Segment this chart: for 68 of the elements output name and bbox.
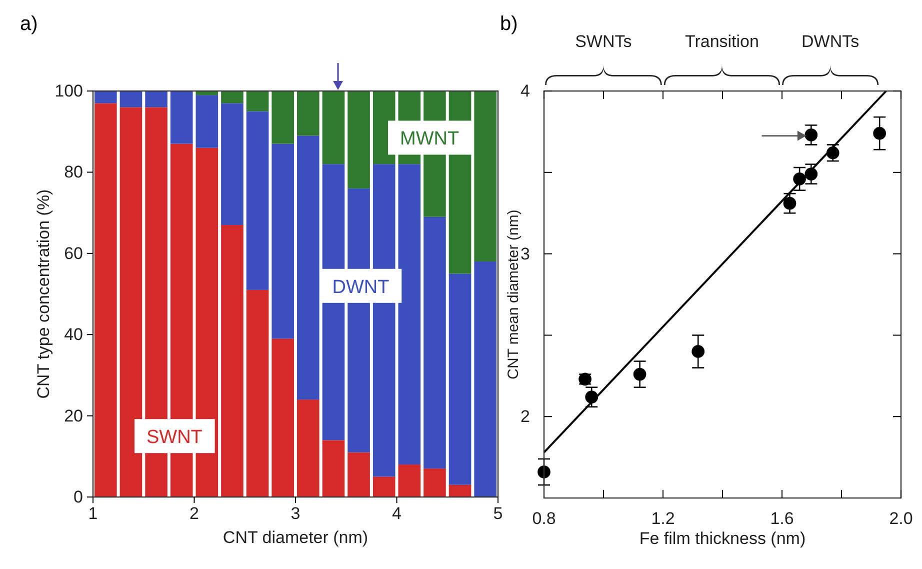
y-axis-title: CNT mean diameter (nm) xyxy=(505,210,522,380)
text: Transition xyxy=(684,32,759,51)
y-tick-label: 4 xyxy=(520,81,530,100)
text: DWNTs xyxy=(802,32,860,51)
y-axis-title: CNT type concentration (%) xyxy=(34,189,53,399)
x-tick-label: 2.0 xyxy=(889,509,913,528)
bar xyxy=(94,103,117,497)
bar xyxy=(246,290,269,497)
y-tick-label: 100 xyxy=(54,81,83,100)
x-tick-label: 1.2 xyxy=(651,509,675,528)
bar xyxy=(372,476,396,497)
point xyxy=(783,196,796,210)
bar xyxy=(424,468,446,497)
y-tick-label: 2 xyxy=(520,407,530,426)
point xyxy=(538,466,550,478)
bar xyxy=(474,262,496,497)
x-axis-title: Fe film thickness (nm) xyxy=(639,529,806,548)
bar xyxy=(474,91,496,262)
bar xyxy=(246,91,269,112)
bar xyxy=(145,91,168,108)
bar xyxy=(348,452,370,497)
point xyxy=(692,345,705,358)
bar xyxy=(221,103,244,225)
bar xyxy=(448,274,472,485)
chart-title: a) xyxy=(20,13,38,35)
y-tick-label: 60 xyxy=(64,244,83,263)
bar xyxy=(221,91,244,104)
bar xyxy=(448,484,472,497)
y-tick-label: 0 xyxy=(74,487,83,506)
x-tick-label: 0.8 xyxy=(532,509,556,528)
x-axis-title: CNT diameter (nm) xyxy=(222,528,368,547)
chart-title: b) xyxy=(500,13,518,35)
x-tick-label: 2 xyxy=(190,504,199,524)
bar xyxy=(272,91,294,144)
y-tick-label: 40 xyxy=(64,325,83,344)
bar xyxy=(272,144,294,339)
point xyxy=(633,368,646,381)
x-tick-label: 1 xyxy=(88,504,98,524)
bar xyxy=(322,91,345,164)
bar xyxy=(94,91,117,104)
bar xyxy=(322,440,345,497)
point xyxy=(873,126,886,140)
bar xyxy=(221,224,244,497)
text: SWNTs xyxy=(575,32,632,51)
x-tick-label: 3 xyxy=(290,504,300,524)
x-tick-label: 4 xyxy=(392,504,402,524)
bar xyxy=(120,107,142,497)
x-tick-label: 5 xyxy=(493,504,503,524)
y-tick-label: 3 xyxy=(520,244,530,264)
bar xyxy=(398,464,421,497)
x-tick-label: 1.6 xyxy=(770,509,794,528)
bar xyxy=(297,400,320,497)
bar xyxy=(424,216,446,469)
bar xyxy=(297,91,320,136)
bar xyxy=(272,338,294,497)
bar xyxy=(398,164,421,465)
y-tick-label: 80 xyxy=(64,162,83,182)
bar xyxy=(196,95,218,148)
point xyxy=(804,128,818,142)
series-label: MWNT xyxy=(400,128,460,150)
bar xyxy=(297,136,320,400)
series-label: DWNT xyxy=(332,276,390,298)
bar xyxy=(246,111,269,290)
series-label: SWNT xyxy=(146,427,203,448)
bar xyxy=(170,91,193,144)
y-tick-label: 20 xyxy=(64,406,83,426)
bar xyxy=(348,91,370,188)
bar xyxy=(120,91,142,108)
